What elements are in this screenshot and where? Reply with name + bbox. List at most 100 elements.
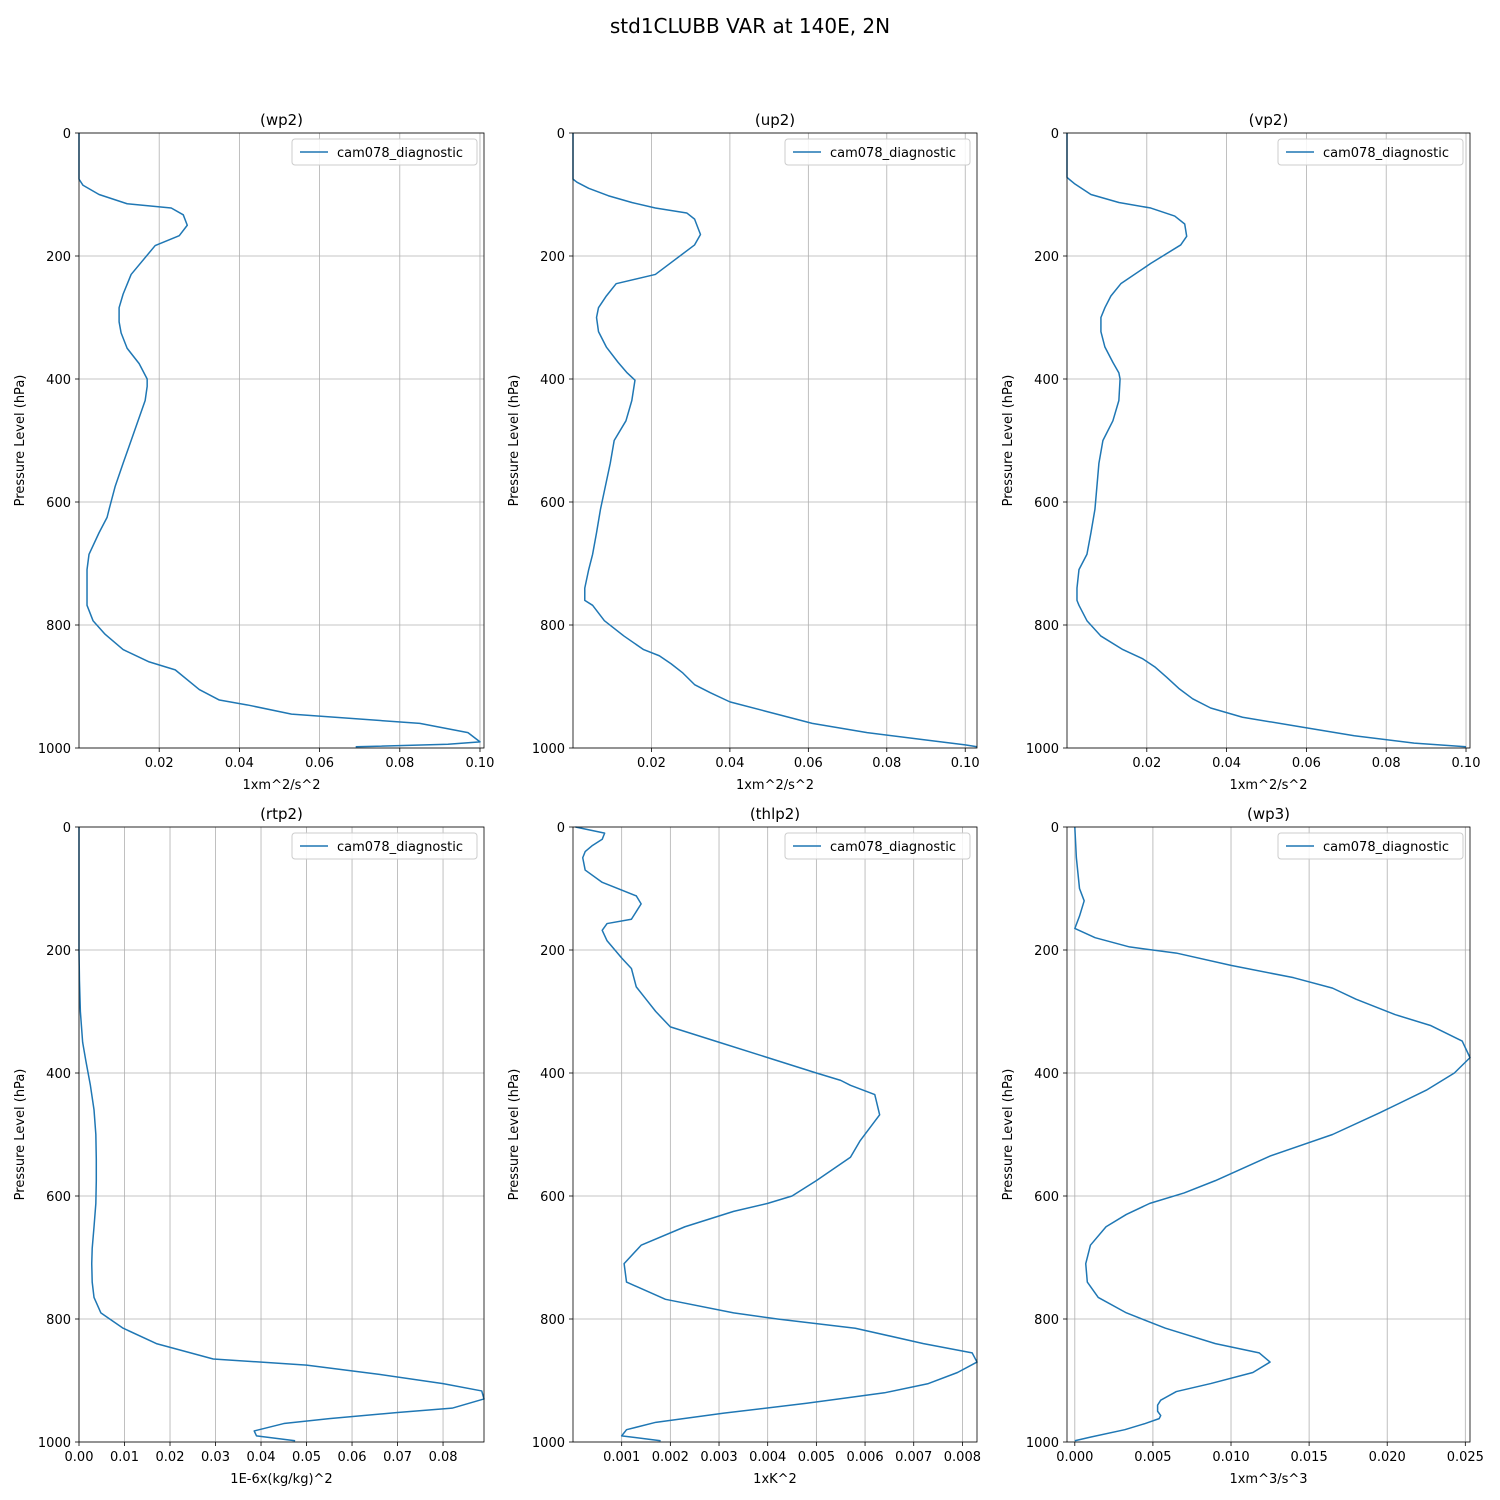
y-tick-label: 0 bbox=[557, 821, 565, 836]
legend: cam078_diagnostic bbox=[1277, 138, 1464, 166]
legend-label: cam078_diagnostic bbox=[1323, 146, 1449, 161]
legend-box bbox=[784, 832, 971, 860]
y-tick-label: 400 bbox=[46, 1067, 71, 1082]
x-tick-label: 0.08 bbox=[385, 756, 414, 771]
y-tick-label: 800 bbox=[1034, 1313, 1059, 1328]
y-tick-label: 400 bbox=[1034, 1067, 1059, 1082]
x-tick-label: 0.002 bbox=[652, 1450, 689, 1465]
y-tick-label: 800 bbox=[46, 619, 71, 634]
x-tick-label: 0.01 bbox=[110, 1450, 139, 1465]
y-tick-label: 800 bbox=[1034, 619, 1059, 634]
y-tick-label: 0 bbox=[63, 127, 71, 142]
y-tick-label: 200 bbox=[46, 250, 71, 265]
y-tick-label: 600 bbox=[1034, 1190, 1059, 1205]
panel-title: (thlp2) bbox=[750, 805, 800, 823]
series-line bbox=[572, 133, 978, 748]
x-tick-label: 0.007 bbox=[895, 1450, 932, 1465]
x-tick-label: 0.03 bbox=[201, 1450, 230, 1465]
x-tick-label: 0.10 bbox=[466, 756, 495, 771]
x-tick-label: 0.04 bbox=[1212, 756, 1241, 771]
legend: cam078_diagnostic bbox=[784, 832, 971, 860]
plot-frame bbox=[572, 132, 978, 749]
x-tick-label: 0.004 bbox=[749, 1450, 786, 1465]
x-tick-label: 0.05 bbox=[292, 1450, 321, 1465]
y-tick-label: 200 bbox=[1034, 250, 1059, 265]
x-tick-label: 0.020 bbox=[1369, 1450, 1406, 1465]
y-tick-label: 200 bbox=[1034, 944, 1059, 959]
x-axis-label: 1xK^2 bbox=[753, 1472, 797, 1487]
y-tick-label: 1000 bbox=[532, 742, 565, 757]
legend-box bbox=[291, 138, 478, 166]
x-axis-label: 1xm^2/s^2 bbox=[242, 778, 320, 793]
x-tick-label: 0.06 bbox=[794, 756, 823, 771]
plot-frame bbox=[78, 826, 485, 1443]
legend-box bbox=[1277, 832, 1464, 860]
legend: cam078_diagnostic bbox=[291, 832, 478, 860]
y-tick-label: 1000 bbox=[1026, 1436, 1059, 1451]
y-tick-label: 800 bbox=[540, 1313, 565, 1328]
legend-label: cam078_diagnostic bbox=[337, 840, 463, 855]
y-axis-label: Pressure Level (hPa) bbox=[13, 375, 28, 507]
x-tick-label: 0.07 bbox=[383, 1450, 412, 1465]
x-tick-label: 0.06 bbox=[338, 1450, 367, 1465]
y-axis-label: Pressure Level (hPa) bbox=[1001, 1069, 1016, 1201]
x-tick-label: 0.005 bbox=[798, 1450, 835, 1465]
x-tick-label: 0.04 bbox=[715, 756, 744, 771]
x-tick-label: 0.02 bbox=[637, 756, 666, 771]
x-tick-label: 0.00 bbox=[65, 1450, 94, 1465]
legend: cam078_diagnostic bbox=[784, 138, 971, 166]
y-tick-label: 0 bbox=[1051, 821, 1059, 836]
x-tick-label: 0.10 bbox=[1452, 756, 1481, 771]
y-tick-label: 200 bbox=[540, 250, 565, 265]
y-tick-label: 600 bbox=[1034, 496, 1059, 511]
y-tick-label: 0 bbox=[1051, 127, 1059, 142]
x-tick-label: 0.06 bbox=[1292, 756, 1321, 771]
y-tick-label: 400 bbox=[540, 1067, 565, 1082]
chart-panel-2: 0.02 0.04 0.06 0.08 0.10 0 200 400 600 800 1000 (up… bbox=[507, 111, 980, 793]
panel-title: (wp2) bbox=[260, 111, 303, 129]
x-tick-label: 0.06 bbox=[305, 756, 334, 771]
x-axis-label: 1xm^2/s^2 bbox=[1229, 778, 1307, 793]
x-tick-label: 0.02 bbox=[156, 1450, 185, 1465]
legend-box bbox=[291, 832, 478, 860]
y-tick-label: 600 bbox=[46, 1190, 71, 1205]
x-tick-label: 0.003 bbox=[700, 1450, 737, 1465]
y-tick-label: 600 bbox=[540, 496, 565, 511]
x-tick-label: 0.10 bbox=[951, 756, 980, 771]
series-line bbox=[78, 827, 485, 1442]
x-axis-label: 1E-6x(kg/kg)^2 bbox=[230, 1472, 332, 1487]
x-axis-label: 1xm^2/s^2 bbox=[736, 778, 814, 793]
y-tick-label: 0 bbox=[557, 127, 565, 142]
panel-title: (vp2) bbox=[1249, 111, 1289, 129]
y-axis-label: Pressure Level (hPa) bbox=[507, 375, 522, 507]
y-axis-label: Pressure Level (hPa) bbox=[1001, 375, 1016, 507]
y-tick-label: 1000 bbox=[38, 1436, 71, 1451]
series-line bbox=[575, 826, 978, 1442]
x-axis-label: 1xm^3/s^3 bbox=[1229, 1472, 1307, 1487]
y-tick-label: 1000 bbox=[532, 1436, 565, 1451]
y-tick-label: 600 bbox=[540, 1190, 565, 1205]
x-tick-label: 0.008 bbox=[944, 1450, 981, 1465]
y-tick-label: 600 bbox=[46, 496, 71, 511]
x-tick-label: 0.08 bbox=[1372, 756, 1401, 771]
y-tick-label: 400 bbox=[540, 373, 565, 388]
y-tick-label: 400 bbox=[46, 373, 71, 388]
panel-title: (rtp2) bbox=[260, 805, 303, 823]
series-line bbox=[1066, 133, 1467, 748]
x-tick-label: 0.025 bbox=[1447, 1450, 1484, 1465]
series-line bbox=[78, 133, 481, 748]
chart-panel-4: 0.00 0.01 0.02 0.03 0.04 0.05 0.06 0.07 0.08 0 200… bbox=[13, 805, 485, 1487]
x-tick-label: 0.02 bbox=[145, 756, 174, 771]
y-tick-label: 800 bbox=[540, 619, 565, 634]
legend-label: cam078_diagnostic bbox=[830, 840, 956, 855]
y-axis-label: Pressure Level (hPa) bbox=[507, 1069, 522, 1201]
figure-title: std1CLUBB VAR at 140E, 2N bbox=[609, 14, 891, 38]
x-tick-label: 0.08 bbox=[429, 1450, 458, 1465]
legend-box bbox=[1277, 138, 1464, 166]
panel-title: (wp3) bbox=[1247, 805, 1290, 823]
series-line bbox=[1074, 826, 1471, 1442]
y-tick-label: 1000 bbox=[38, 742, 71, 757]
chart-panel-1: 0.02 0.04 0.06 0.08 0.10 0 200 400 600 800 1000 (wp… bbox=[13, 111, 494, 793]
x-tick-label: 0.04 bbox=[247, 1450, 276, 1465]
